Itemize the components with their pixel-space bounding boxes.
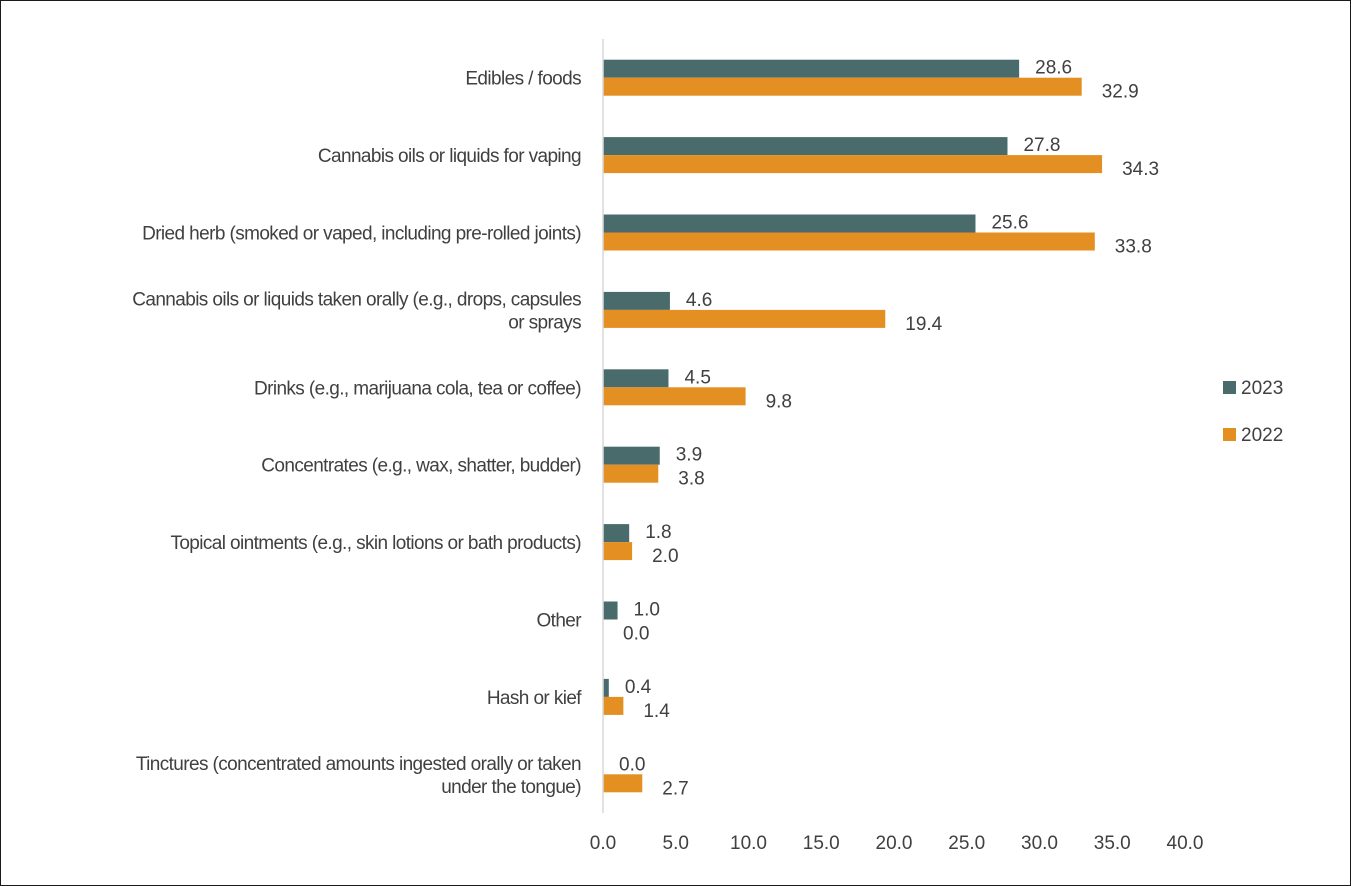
value-label-2022: 0.0 — [623, 624, 649, 645]
value-label-2022: 34.3 — [1122, 159, 1159, 180]
bar-2023 — [603, 59, 1020, 78]
bar-2022 — [603, 774, 643, 793]
value-label-2022: 19.4 — [905, 314, 942, 335]
bar-2023 — [603, 524, 630, 543]
value-label-2023: 4.6 — [686, 290, 712, 311]
x-tick-label: 40.0 — [1167, 833, 1204, 854]
legend: 2023 2022 — [1223, 378, 1283, 446]
category-label: Hash or kief — [487, 688, 582, 709]
bar-2023 — [603, 369, 669, 388]
bar-2023 — [603, 601, 618, 620]
category-label: Other — [536, 611, 582, 632]
x-tick-label: 25.0 — [948, 833, 985, 854]
value-label-2023: 4.5 — [684, 367, 710, 388]
category-label: Tinctures (concentrated amounts ingested… — [136, 754, 581, 798]
category-label: Dried herb (smoked or vaped, including p… — [142, 224, 581, 245]
x-tick-label: 15.0 — [803, 833, 840, 854]
value-label-2023: 25.6 — [991, 213, 1028, 234]
category-label-line: Edibles / foods — [465, 69, 581, 90]
category-label: Edibles / foods — [465, 69, 581, 90]
x-tick-label: 5.0 — [663, 833, 689, 854]
category-label-line: Other — [536, 611, 582, 632]
value-label-2023: 28.6 — [1035, 58, 1072, 79]
bar-2023 — [603, 214, 976, 233]
value-label-2022: 2.7 — [662, 778, 688, 799]
bar-2023 — [603, 291, 670, 310]
value-label-2022: 9.8 — [766, 391, 792, 412]
bar-2022 — [603, 696, 624, 715]
legend-swatch-2022 — [1223, 428, 1236, 441]
x-axis-ticks: 0.0 5.0 10.0 15.0 20.0 25.0 30.0 35.0 40.0 — [590, 833, 1204, 854]
value-label-2022: 2.0 — [652, 546, 678, 567]
bar-2022 — [603, 464, 659, 483]
bar-2022 — [603, 542, 633, 561]
value-label-2023: 1.0 — [634, 600, 660, 621]
legend-label-2023: 2023 — [1241, 378, 1283, 399]
category-label-line: Cannabis oils or liquids taken orally (e… — [132, 289, 581, 310]
legend-swatch-2023 — [1223, 381, 1236, 394]
category-label: Concentrates (e.g., wax, shatter, budder… — [261, 456, 581, 477]
x-tick-label: 20.0 — [876, 833, 913, 854]
bar-2022 — [603, 77, 1082, 96]
bars-layer — [603, 59, 1103, 793]
category-label-line: Tinctures (concentrated amounts ingested… — [136, 754, 581, 775]
bar-2023 — [603, 678, 609, 697]
value-label-2023: 27.8 — [1023, 135, 1060, 156]
category-label: Cannabis oils or liquids for vaping — [318, 146, 581, 167]
bar-2023 — [603, 137, 1008, 156]
bar-2023 — [603, 446, 660, 465]
category-label-line: Topical ointments (e.g., skin lotions or… — [170, 533, 581, 554]
value-label-2023: 0.0 — [619, 754, 645, 775]
bar-2022 — [603, 232, 1095, 251]
category-label-line: under the tongue) — [441, 777, 581, 798]
value-label-2023: 0.4 — [625, 677, 652, 698]
value-label-2023: 1.8 — [645, 522, 671, 543]
x-tick-label: 35.0 — [1094, 833, 1131, 854]
category-label-line: Dried herb (smoked or vaped, including p… — [142, 224, 581, 245]
category-label-line: Concentrates (e.g., wax, shatter, budder… — [261, 456, 581, 477]
category-label: Topical ointments (e.g., skin lotions or… — [170, 533, 581, 554]
value-label-2022: 3.8 — [678, 469, 704, 490]
category-label: Cannabis oils or liquids taken orally (e… — [132, 289, 581, 333]
value-label-2022: 1.4 — [643, 701, 670, 722]
x-tick-label: 30.0 — [1021, 833, 1058, 854]
category-label-line: or sprays — [508, 312, 581, 333]
legend-label-2022: 2022 — [1241, 425, 1283, 446]
bar-2022 — [603, 155, 1103, 174]
labels-layer: Edibles / foods 28.6 32.9 Cannabis oils or … — [132, 58, 1159, 800]
category-label-line: Cannabis oils or liquids for vaping — [318, 146, 581, 167]
category-label-line: Drinks (e.g., marijuana cola, tea or cof… — [254, 378, 581, 399]
x-tick-label: 10.0 — [730, 833, 767, 854]
category-label: Drinks (e.g., marijuana cola, tea or cof… — [254, 378, 581, 399]
x-tick-label: 0.0 — [590, 833, 616, 854]
value-label-2022: 33.8 — [1115, 237, 1152, 258]
value-label-2022: 32.9 — [1102, 82, 1139, 103]
bar-2022 — [603, 387, 746, 406]
category-label-line: Hash or kief — [487, 688, 582, 709]
bar-2022 — [603, 309, 886, 328]
value-label-2023: 3.9 — [676, 445, 702, 466]
